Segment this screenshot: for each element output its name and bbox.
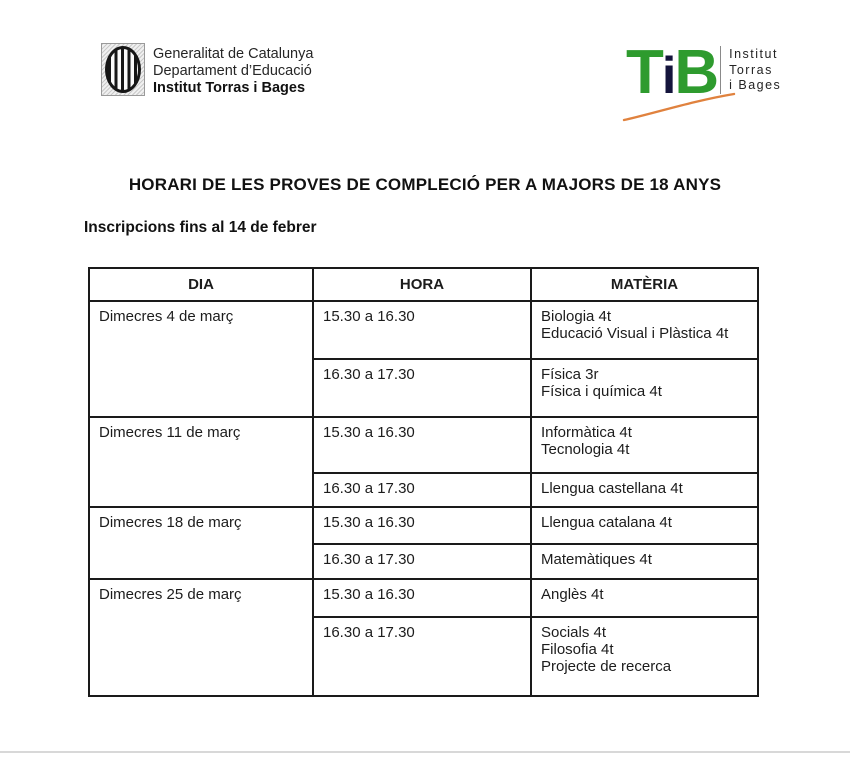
cell-hora: 15.30 a 16.30 bbox=[312, 578, 532, 618]
table-row: 16.30 a 17.30 Física 3r Física i química… bbox=[89, 358, 759, 418]
tib-letters: T i B bbox=[626, 42, 719, 104]
cell-materia: Llengua catalana 4t bbox=[530, 506, 759, 545]
tib-logo-text: Institut Torras i Bages bbox=[729, 42, 781, 94]
tib-letter-b: B bbox=[674, 38, 719, 107]
cell-hora: 15.30 a 16.30 bbox=[312, 300, 532, 360]
cell-hora: 15.30 a 16.30 bbox=[312, 416, 532, 474]
brand-left-line3: Institut Torras i Bages bbox=[153, 80, 306, 96]
col-header-materia: MATÈRIA bbox=[530, 267, 759, 302]
table-row: Dimecres 25 de març 15.30 a 16.30 Anglès… bbox=[88, 578, 759, 697]
cell-dia: Dimecres 18 de març bbox=[88, 506, 314, 580]
col-header-dia: DIA bbox=[88, 267, 314, 302]
cell-materia: Llengua castellana 4t bbox=[530, 472, 759, 508]
cell-hora: 16.30 a 17.30 bbox=[312, 543, 532, 580]
table-row: 16.30 a 17.30 Matemàtiques 4t bbox=[89, 543, 759, 580]
tib-letter-i: i bbox=[661, 47, 677, 105]
tib-text-line1: Institut bbox=[729, 47, 778, 61]
brand-left-line1: Generalitat de Catalunya bbox=[153, 46, 314, 62]
cell-materia: Física 3r Física i química 4t bbox=[530, 358, 759, 418]
cell-hora: 16.30 a 17.30 bbox=[312, 472, 532, 508]
cell-dia: Dimecres 11 de març bbox=[88, 416, 314, 508]
cell-materia: Biologia 4t Educació Visual i Plàstica 4… bbox=[530, 300, 759, 360]
tib-text-line3: i Bages bbox=[729, 78, 782, 92]
cell-materia: Informàtica 4t Tecnologia 4t bbox=[530, 416, 759, 474]
senyera-shield-icon bbox=[105, 46, 141, 93]
table-row: 16.30 a 17.30 Socials 4t Filosofia 4t Pr… bbox=[89, 616, 759, 697]
generalitat-logo bbox=[101, 43, 145, 96]
tib-letter-t: T bbox=[626, 38, 664, 107]
cell-materia: Matemàtiques 4t bbox=[530, 543, 759, 580]
table-row: Dimecres 11 de març 15.30 a 16.30 Inform… bbox=[88, 416, 759, 508]
table-row: Dimecres 18 de març 15.30 a 16.30 Llengu… bbox=[88, 506, 759, 580]
tib-swoosh-icon bbox=[622, 92, 736, 122]
col-header-hora: HORA bbox=[312, 267, 532, 302]
cell-materia: Socials 4t Filosofia 4t Projecte de rece… bbox=[530, 616, 759, 697]
tib-text-line2: Torras bbox=[729, 62, 773, 77]
cell-hora: 16.30 a 17.30 bbox=[312, 616, 532, 697]
tib-divider-line bbox=[720, 46, 722, 94]
page-bottom-edge bbox=[0, 751, 850, 753]
document-title: HORARI DE LES PROVES DE COMPLECIÓ PER A … bbox=[128, 175, 722, 194]
tib-logo: T i B Institut Torras i Bages bbox=[626, 42, 781, 104]
brand-left-text: Generalitat de Catalunya Departament d’E… bbox=[153, 46, 313, 97]
cell-hora: 16.30 a 17.30 bbox=[312, 358, 532, 418]
table-header-row: DIA HORA MATÈRIA bbox=[88, 267, 759, 302]
document-subtitle: Inscripcions fins al 14 de febrer bbox=[84, 219, 317, 236]
table-row: Dimecres 4 de març 15.30 a 16.30 Biologi… bbox=[88, 300, 759, 418]
table-row: 16.30 a 17.30 Llengua castellana 4t bbox=[89, 472, 759, 508]
schedule-table: DIA HORA MATÈRIA Dimecres 4 de març 15.3… bbox=[88, 267, 759, 697]
cell-dia: Dimecres 25 de març bbox=[88, 578, 314, 697]
brand-left-line2: Departament d’Educació bbox=[153, 63, 312, 79]
cell-hora: 15.30 a 16.30 bbox=[312, 506, 532, 545]
cell-materia: Anglès 4t bbox=[530, 578, 759, 618]
cell-dia: Dimecres 4 de març bbox=[88, 300, 314, 418]
